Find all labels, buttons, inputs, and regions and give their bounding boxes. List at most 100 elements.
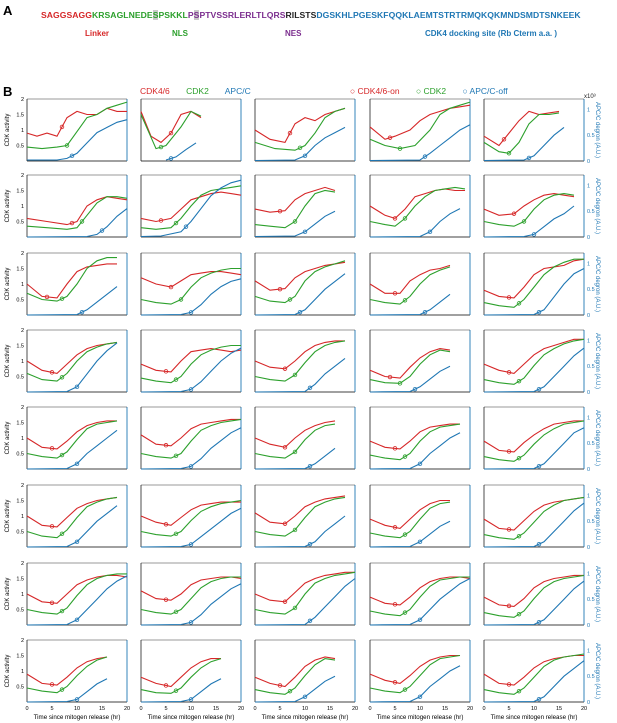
- y-tick-label: 1.5: [16, 499, 24, 505]
- cdk2-line: [483, 338, 585, 385]
- x-axis-label: Time since mitogen release (hr): [491, 714, 578, 721]
- x-tick-label: 20: [352, 706, 358, 712]
- y-tick-label: 0.5: [16, 530, 24, 536]
- apcc-off-marker: [302, 153, 308, 159]
- panel-6-2: [140, 484, 242, 548]
- sequence-region-label: Linker: [85, 29, 110, 38]
- right-tick-label: 0: [587, 313, 590, 319]
- apcc-off-marker: [422, 154, 428, 159]
- y-tick-label: 0.5: [16, 685, 24, 691]
- right-tick-label: 0: [587, 700, 590, 706]
- cdk46-line: [369, 576, 471, 606]
- cdk46-line: [140, 348, 242, 373]
- apcc-line: [369, 520, 451, 548]
- cdk46-line: [483, 420, 584, 453]
- y-tick-label: 1: [21, 128, 24, 134]
- apcc-line: [26, 429, 118, 470]
- cdk2-marker: [506, 151, 512, 156]
- cdk46-on-marker: [49, 600, 55, 605]
- cdk2-line: [483, 258, 584, 308]
- cdk46-line: [26, 196, 128, 226]
- apcc-off-marker: [536, 541, 542, 547]
- cdk46-on-marker: [277, 683, 283, 688]
- right-tick-label: 0: [587, 390, 590, 396]
- cdk46-line: [140, 110, 202, 144]
- cdk2-marker: [292, 605, 298, 611]
- cdk2-line: [483, 574, 585, 618]
- cdk2-line: [483, 653, 585, 695]
- x-tick-label: 5: [393, 706, 396, 712]
- cdk2-marker: [173, 609, 179, 615]
- y-tick-label: 2: [21, 483, 24, 489]
- apcc-off-marker: [74, 461, 80, 467]
- panel-2-2: [140, 174, 242, 238]
- apcc-off-marker: [188, 464, 194, 469]
- right-tick-label: 1: [587, 107, 590, 113]
- panel-3-4: [369, 252, 471, 316]
- cdk2-marker: [516, 611, 522, 617]
- right-tick-label: 1: [587, 648, 590, 654]
- y-tick-label: 1: [21, 669, 24, 675]
- apcc-line: [369, 432, 461, 470]
- right-axis-label: APC/C degron (A.U.): [594, 410, 600, 466]
- cdk2-line: [483, 112, 560, 154]
- cdk2-line: [369, 501, 451, 539]
- cdk46-line: [140, 501, 241, 526]
- right-tick-label: 0.5: [587, 519, 595, 525]
- sequence-region-label: CDK4 docking site (Rb Cterm a.a. ): [425, 29, 558, 38]
- right-tick-label: 0.5: [587, 674, 595, 680]
- y-tick-label: 1.5: [16, 421, 24, 427]
- cdk46-on-marker: [511, 211, 517, 216]
- panel-6-1: 2 1.5 1 0.5 CDK activity: [5, 483, 128, 548]
- right-tick-label: 1: [587, 261, 590, 267]
- x-tick-label: 10: [188, 706, 194, 712]
- cdk46-line: [483, 258, 585, 299]
- panel-2-4: [369, 174, 471, 238]
- x-tick-label: 0: [139, 706, 142, 712]
- y-tick-label: 2: [21, 561, 24, 567]
- cdk2-marker: [59, 296, 65, 301]
- apcc-off-marker: [302, 229, 308, 235]
- cdk46-line: [26, 656, 108, 686]
- cdk2-line: [483, 420, 585, 462]
- sequence-segment: PSKKL: [158, 10, 188, 20]
- cdk2-line: [140, 576, 241, 615]
- cdk2-marker: [402, 298, 408, 303]
- cdk46-line: [140, 418, 241, 447]
- cdk46-on-marker: [49, 682, 55, 687]
- cdk2-line: [254, 496, 346, 537]
- x-tick-label: 10: [74, 706, 80, 712]
- cdk2-line: [140, 418, 242, 459]
- cdk2-marker: [292, 527, 298, 533]
- cdk2-marker: [402, 216, 408, 221]
- panel-7-2: [140, 562, 242, 626]
- sequence-segment: S: [193, 10, 200, 20]
- cdk2-line: [26, 341, 118, 382]
- cdk2-marker: [516, 378, 522, 384]
- cdk46-on-marker: [392, 446, 398, 451]
- panel-7-5: 1 0.5 0 APC/C degron (A.U.): [483, 562, 600, 629]
- right-tick-label: 0: [587, 467, 590, 473]
- cdk46-on-marker: [506, 603, 512, 609]
- apcc-off-marker: [302, 694, 308, 700]
- apcc-off-marker: [74, 384, 80, 390]
- cdk2-marker: [59, 608, 65, 614]
- cdk46-line: [369, 104, 471, 140]
- apcc-line: [254, 273, 346, 316]
- cdk2-line: [483, 496, 585, 540]
- x-tick-label: 0: [368, 706, 371, 712]
- apcc-off-marker: [422, 309, 428, 315]
- apcc-line: [483, 205, 575, 238]
- cdk2-marker: [397, 146, 403, 151]
- apcc-off-marker: [526, 155, 532, 161]
- sequence-segment: RILSTS: [285, 10, 317, 20]
- panel-4-5: 1 0.5 0 APC/C degron (A.U.): [483, 329, 600, 396]
- cdk2-marker: [292, 372, 298, 378]
- apcc-off-marker: [417, 461, 423, 467]
- right-axis-label: APC/C degron (A.U.): [594, 333, 600, 389]
- x-tick-label: 15: [327, 706, 333, 712]
- cdk46-on-marker: [44, 294, 50, 300]
- cdk46-on-marker: [387, 374, 393, 380]
- panel-4-1: 2 1.5 1 0.5 CDK activity: [5, 328, 128, 393]
